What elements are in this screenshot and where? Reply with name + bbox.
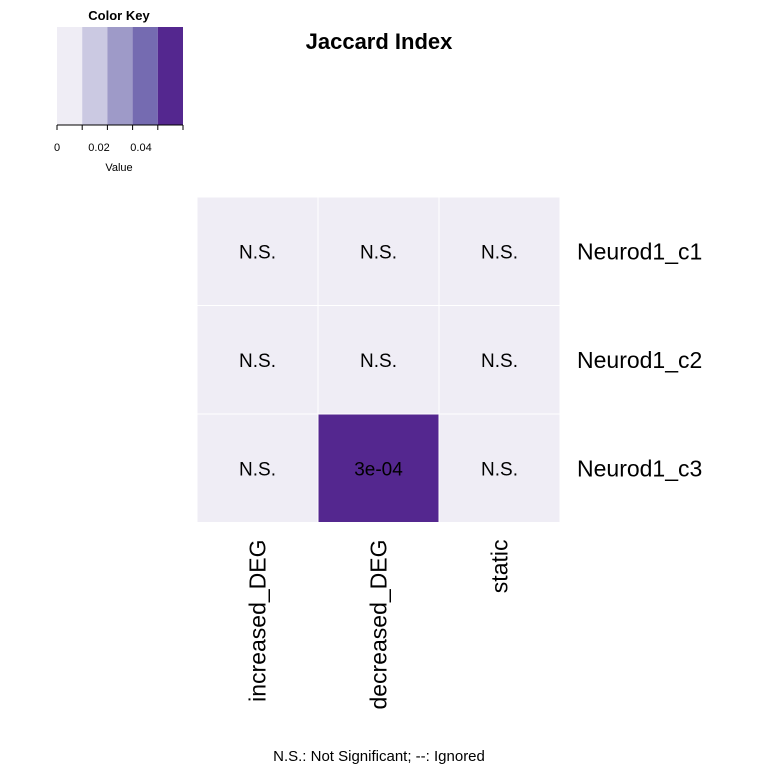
- heatmap-cell: [196, 305, 319, 415]
- row-label: Neurod1_c3: [577, 455, 702, 481]
- heatmap-cell-label: N.S.: [360, 351, 397, 372]
- color-key-swatch: [82, 27, 108, 125]
- color-key-title: Color Key: [88, 8, 150, 23]
- color-key: Color Key 0 0.02 0.04 Value: [54, 8, 184, 174]
- row-labels: Neurod1_c1 Neurod1_c2 Neurod1_c3: [577, 238, 702, 481]
- heatmap-cell-label: N.S.: [481, 351, 518, 372]
- footnote: N.S.: Not Significant; --: Ignored: [273, 748, 485, 765]
- color-key-swatch: [157, 27, 183, 125]
- heatmap-cell: [196, 413, 319, 523]
- heatmap-cell: [317, 413, 440, 523]
- column-label: increased_DEG: [245, 540, 271, 702]
- heatmap-cells: [196, 196, 561, 523]
- heatmap-cell-label: 3e-04: [354, 459, 403, 480]
- heatmap-cell-label: N.S.: [239, 351, 276, 372]
- color-key-ticks: 0 0.02 0.04: [54, 125, 184, 154]
- heatmap-cell: [438, 305, 561, 415]
- heatmap-cell: [438, 196, 561, 306]
- color-key-axis-label: Value: [105, 162, 132, 174]
- row-label: Neurod1_c2: [577, 347, 702, 373]
- color-key-swatch: [107, 27, 133, 125]
- column-label: static: [487, 540, 513, 594]
- column-labels: increased_DEG decreased_DEG static: [245, 540, 513, 710]
- color-key-tick-label: 0.02: [88, 142, 109, 154]
- heatmap-cell-label: N.S.: [481, 459, 518, 480]
- heatmap-cell: [317, 305, 440, 415]
- color-key-tick-label: 0: [54, 142, 60, 154]
- heatmap-cell-labels: N.S. N.S. N.S. N.S. N.S. N.S. N.S. 3e-04 N.S.: [239, 242, 518, 480]
- color-key-swatch: [132, 27, 158, 125]
- heatmap-cell-label: N.S.: [360, 242, 397, 263]
- heatmap-cell-label: N.S.: [239, 459, 276, 480]
- chart-title: Jaccard Index: [306, 29, 454, 54]
- heatmap-cell-label: N.S.: [481, 242, 518, 263]
- row-label: Neurod1_c1: [577, 238, 702, 264]
- color-key-swatch: [57, 27, 83, 125]
- heatmap-cell: [317, 196, 440, 306]
- color-key-swatches: [57, 27, 183, 125]
- column-label: decreased_DEG: [366, 540, 392, 710]
- heatmap-cell-label: N.S.: [239, 242, 276, 263]
- heatmap-cell: [438, 413, 561, 523]
- color-key-tick-label: 0.04: [130, 142, 151, 154]
